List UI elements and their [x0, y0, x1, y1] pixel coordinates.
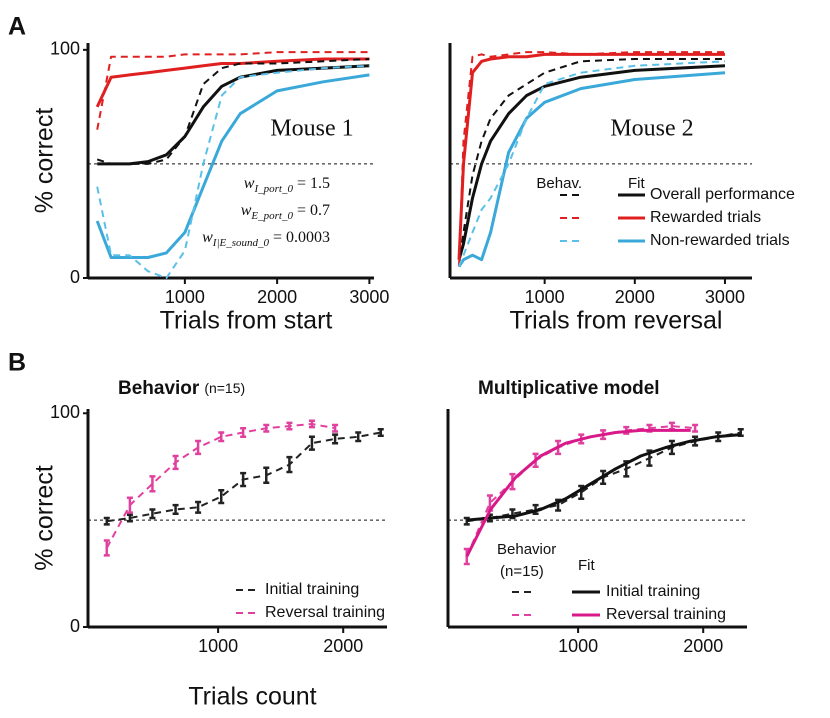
error-bar [240, 426, 247, 439]
y-tick-label: 0 [70, 267, 80, 287]
error-bar [240, 471, 247, 488]
x-tick-label: 2000 [323, 636, 363, 656]
error-bar [195, 500, 202, 514]
legend-label: Non-rewarded trials [650, 232, 790, 249]
panel-label: B [8, 349, 26, 377]
series-line [95, 57, 370, 108]
error-bar [308, 419, 315, 429]
series-line [105, 423, 336, 549]
error-bar [286, 455, 293, 474]
weight-annotation: wE_port_0 = 0.7 [241, 202, 330, 222]
legend-label: Initial training [265, 581, 359, 598]
panel-label: A [8, 13, 26, 41]
annotation: Mouse 2 [610, 116, 693, 142]
legend-label: Reversal training [606, 606, 726, 623]
x-tick-label: 1000 [165, 287, 205, 307]
x-axis-label: Trials from reversal [510, 307, 723, 335]
series-line [458, 51, 725, 267]
x-tick-label: 3000 [705, 287, 745, 307]
x-tick-label: 1000 [558, 636, 598, 656]
series-line [457, 71, 726, 268]
error-bar [218, 431, 225, 443]
error-bar [218, 488, 225, 505]
series-line [96, 51, 370, 130]
weight-symbol: w [241, 202, 252, 219]
x-tick-label: 2000 [257, 287, 297, 307]
weight-value: = 1.5 [293, 175, 330, 192]
series-line [96, 64, 370, 279]
error-bar [172, 454, 179, 471]
x-tick-label: 2000 [615, 287, 655, 307]
weight-annotation: wI|E_sound_0 = 0.0003 [202, 229, 330, 249]
title-text: Multiplicative model [478, 378, 660, 399]
weight-value: = 0.0003 [269, 229, 330, 246]
y-axis-label: % correct [31, 465, 59, 571]
series-line [457, 64, 726, 261]
legend-label: Initial training [606, 583, 700, 600]
weight-symbol: w [202, 229, 213, 246]
error-bar [332, 423, 339, 433]
chart-title: Behavior (n=15) [118, 378, 245, 399]
error-bar [332, 433, 339, 445]
annotation: Mouse 1 [270, 116, 353, 142]
subtitle: (n=15) [204, 380, 245, 396]
legend-header: Fit [628, 175, 645, 192]
error-bar [692, 423, 699, 433]
error-bar [355, 431, 362, 443]
error-bar [126, 496, 133, 514]
legend-label: Overall performance [650, 186, 795, 203]
series-line [466, 433, 741, 522]
series-line [465, 428, 691, 558]
legend-label: Reversal training [265, 604, 385, 621]
x-axis-label: Trials from start [160, 307, 333, 335]
legend-header: Behavior [497, 541, 556, 558]
y-axis-label: % correct [31, 108, 59, 214]
y-tick-label: 0 [70, 616, 80, 636]
error-bar [377, 428, 384, 437]
chart-title: Multiplicative model [478, 378, 660, 399]
weight-subscript: I|E_sound_0 [212, 237, 270, 249]
legend-header: Behav. [536, 175, 582, 192]
error-bar [263, 466, 270, 484]
x-axis-label: Trials count [188, 683, 316, 711]
title-text: Behavior [118, 378, 200, 399]
legend-label: Rewarded trials [650, 209, 761, 226]
weight-symbol: w [244, 175, 255, 192]
series-line [96, 58, 370, 165]
legend-header: Fit [578, 557, 595, 574]
error-bar [149, 508, 156, 520]
y-tick-label: 100 [50, 39, 80, 59]
error-bar [149, 475, 156, 493]
error-bar [195, 439, 202, 456]
error-bar [103, 516, 110, 526]
error-bar [286, 421, 293, 431]
legend-header: (n=15) [500, 563, 544, 580]
error-bar [308, 435, 315, 451]
error-bar [172, 503, 179, 515]
series-line [458, 60, 726, 267]
series-line [458, 58, 725, 267]
error-bar [668, 439, 675, 456]
weight-subscript: I_port_0 [253, 183, 293, 195]
y-tick-label: 100 [50, 402, 80, 422]
x-tick-label: 3000 [349, 287, 389, 307]
weight-annotation: wI_port_0 = 1.5 [244, 175, 330, 195]
weight-value: = 0.7 [293, 202, 330, 219]
x-tick-label: 1000 [198, 636, 238, 656]
x-tick-label: 2000 [683, 636, 723, 656]
weight-subscript: E_port_0 [250, 210, 293, 222]
error-bar [126, 513, 133, 523]
error-bar [263, 423, 270, 433]
error-bar [103, 539, 110, 557]
x-tick-label: 1000 [525, 287, 565, 307]
